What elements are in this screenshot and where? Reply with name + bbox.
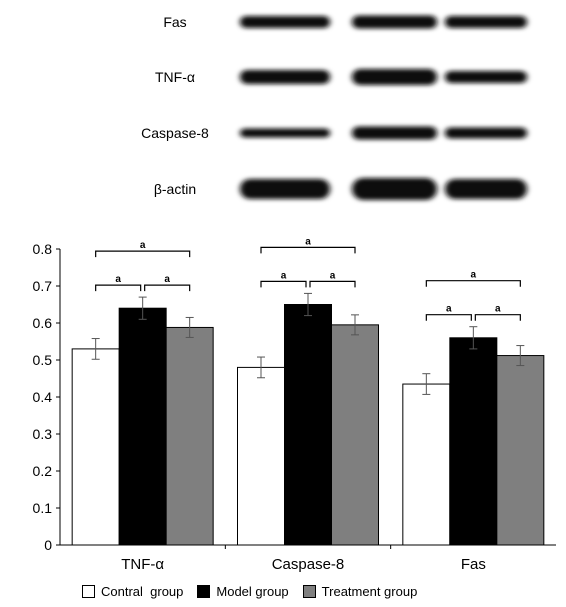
bar — [284, 304, 332, 546]
blot-band — [240, 16, 330, 28]
legend-item: Contral group — [82, 584, 183, 599]
y-tick-label: 0.2 — [33, 463, 53, 479]
bar — [449, 337, 498, 546]
figure-svg: Fas TNF-α Caspase-8 β-actin 0 0.1 0.2 0.3 0.4 0.… — [33, 14, 556, 573]
significance-bracket — [144, 284, 191, 292]
blot-band — [240, 179, 330, 199]
y-tick-label: 0.1 — [33, 500, 53, 516]
blot-band — [445, 71, 527, 83]
y-tick-label: 0.3 — [33, 426, 53, 442]
category-label: Fas — [461, 556, 486, 573]
legend-label: Model group — [216, 583, 289, 599]
y-tick-label: 0.8 — [33, 241, 53, 257]
blot-band — [445, 127, 527, 139]
category-label: Caspase-8 — [272, 556, 345, 573]
bar — [496, 355, 545, 546]
y-tick-label: 0 — [44, 537, 52, 553]
legend-item: Model group — [197, 583, 289, 599]
blot-band — [240, 128, 330, 138]
significance-bracket — [474, 314, 521, 321]
legend-swatch — [197, 584, 211, 598]
bar — [165, 326, 214, 546]
y-tick-label: 0.5 — [33, 352, 53, 368]
bar — [402, 383, 451, 546]
blot-band — [352, 126, 437, 140]
significance-label: a — [164, 274, 170, 285]
blot-band — [445, 179, 527, 199]
blot-row-label: TNF-α — [155, 69, 195, 85]
significance-bracket — [425, 280, 521, 287]
bar — [331, 324, 379, 546]
significance-label: a — [471, 270, 477, 281]
bar — [118, 307, 167, 546]
bar — [71, 348, 120, 546]
category-label: TNF-α — [121, 556, 164, 573]
bar-chart: 0 0.1 0.2 0.3 0.4 0.5 0.6 0.7 0.8 a a a TNF-α a a a Casp… — [33, 236, 556, 573]
blot-band — [240, 70, 330, 84]
western-blot-panel: Fas TNF-α Caspase-8 β-actin — [141, 14, 527, 200]
legend-swatch — [82, 584, 95, 598]
significance-label: a — [115, 274, 121, 285]
blot-row-label: Caspase-8 — [141, 125, 209, 141]
legend-swatch — [302, 584, 316, 598]
significance-bracket — [95, 284, 142, 292]
blot-band — [352, 178, 437, 200]
y-tick-label: 0.4 — [33, 389, 53, 405]
bar — [237, 366, 285, 546]
significance-bracket — [425, 314, 472, 321]
blot-row-label: Fas — [163, 14, 186, 30]
significance-label: a — [140, 240, 146, 251]
legend-label: Contral group — [101, 583, 184, 599]
legend-item: Treatment group — [302, 583, 418, 599]
significance-label: a — [281, 270, 287, 281]
significance-label: a — [305, 236, 311, 247]
blot-row-label: β-actin — [154, 181, 196, 197]
significance-label: a — [446, 304, 452, 315]
legend: Contral group Model group Treatment group — [82, 580, 417, 602]
legend-label: Treatment group — [321, 583, 418, 599]
significance-label: a — [330, 270, 336, 281]
blot-band — [352, 69, 437, 85]
blot-band — [445, 16, 527, 28]
y-tick-label: 0.6 — [33, 315, 53, 331]
blot-band — [352, 15, 437, 29]
significance-bracket — [260, 246, 356, 254]
significance-bracket — [95, 250, 191, 258]
significance-bracket — [309, 280, 356, 288]
y-tick-label: 0.7 — [33, 278, 53, 294]
significance-label: a — [495, 304, 501, 315]
significance-bracket — [260, 280, 307, 288]
